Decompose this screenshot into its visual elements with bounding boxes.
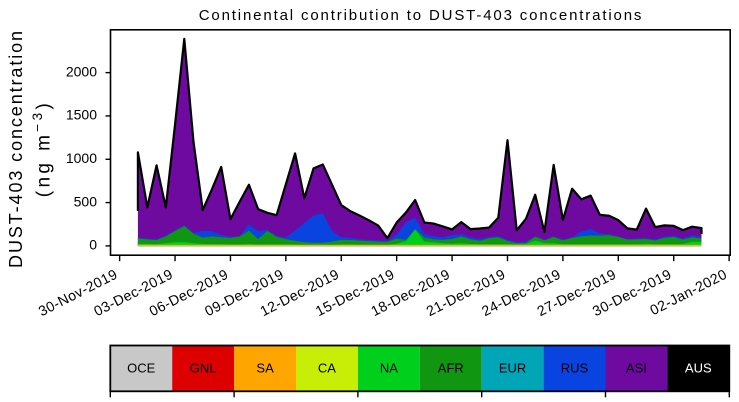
svg-text:Continental contribution to DU: Continental contribution to DUST-403 con… bbox=[199, 7, 644, 24]
svg-text:AUS: AUS bbox=[685, 360, 712, 375]
svg-text:1500: 1500 bbox=[66, 107, 97, 123]
svg-text:1000: 1000 bbox=[66, 150, 97, 166]
svg-text:2000: 2000 bbox=[66, 63, 97, 79]
svg-text:500: 500 bbox=[74, 193, 98, 209]
svg-text:ASI: ASI bbox=[626, 360, 647, 375]
svg-text:RUS: RUS bbox=[561, 360, 589, 375]
svg-text:NA: NA bbox=[380, 360, 398, 375]
svg-text:DUST-403 concentration: DUST-403 concentration bbox=[6, 29, 26, 268]
svg-text:SA: SA bbox=[256, 360, 274, 375]
svg-text:0: 0 bbox=[89, 237, 97, 253]
svg-text:EUR: EUR bbox=[499, 360, 526, 375]
svg-text:CA: CA bbox=[318, 360, 336, 375]
svg-text:AFR: AFR bbox=[438, 360, 464, 375]
svg-text:OCE: OCE bbox=[127, 360, 156, 375]
svg-text:GNL: GNL bbox=[190, 360, 217, 375]
